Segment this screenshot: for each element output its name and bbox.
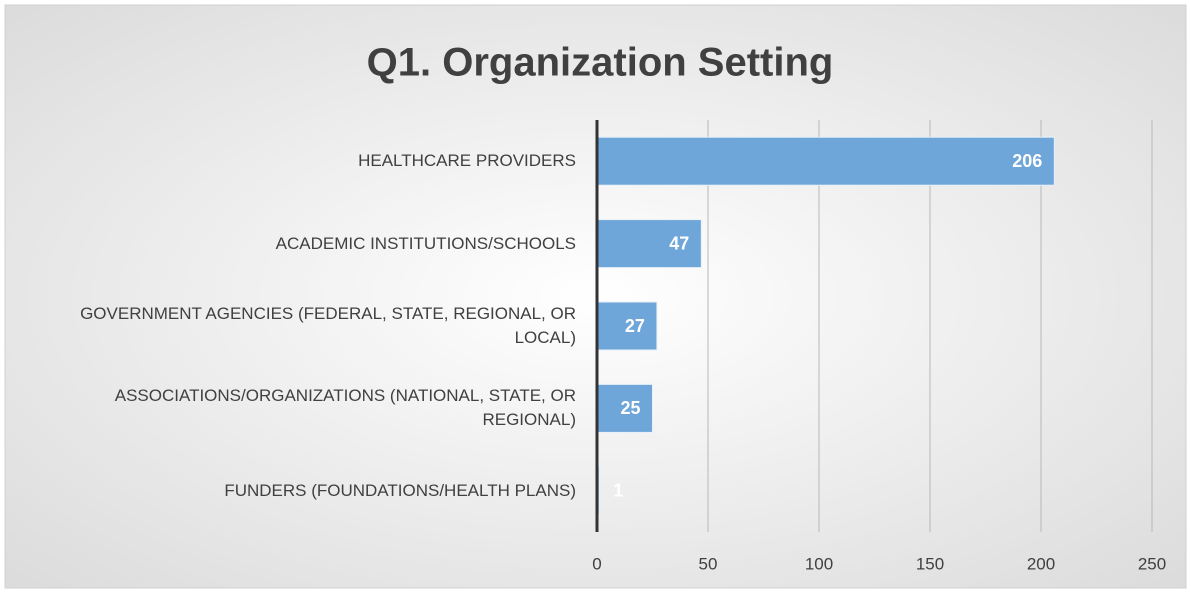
chart-title: Q1. Organization Setting	[367, 41, 834, 85]
x-tick-label: 200	[1027, 554, 1055, 573]
x-tick-label: 150	[916, 554, 944, 573]
data-label: 206	[1012, 151, 1042, 171]
data-label: 27	[625, 316, 645, 336]
data-label: 25	[620, 398, 640, 418]
x-tick-label: 250	[1138, 554, 1166, 573]
bar	[596, 383, 653, 433]
bar	[596, 301, 658, 351]
data-label: 1	[613, 481, 623, 501]
data-label: 47	[669, 233, 689, 253]
x-tick-label: 50	[699, 554, 718, 573]
y-tick-label: ASSOCIATIONS/ORGANIZATIONS (NATIONAL, ST…	[114, 386, 576, 430]
x-tick-label: 100	[805, 554, 833, 573]
y-tick-label: FUNDERS (FOUNDATIONS/HEALTH PLANS)	[224, 480, 576, 500]
y-tick-label: ACADEMIC INSTITUTIONS/SCHOOLS	[275, 233, 576, 253]
x-tick-label: 0	[592, 554, 601, 573]
y-tick-label: HEALTHCARE PROVIDERS	[358, 151, 576, 171]
bar	[596, 136, 1055, 186]
y-tick-label: GOVERNMENT AGENCIES (FEDERAL, STATE, REG…	[80, 304, 576, 347]
